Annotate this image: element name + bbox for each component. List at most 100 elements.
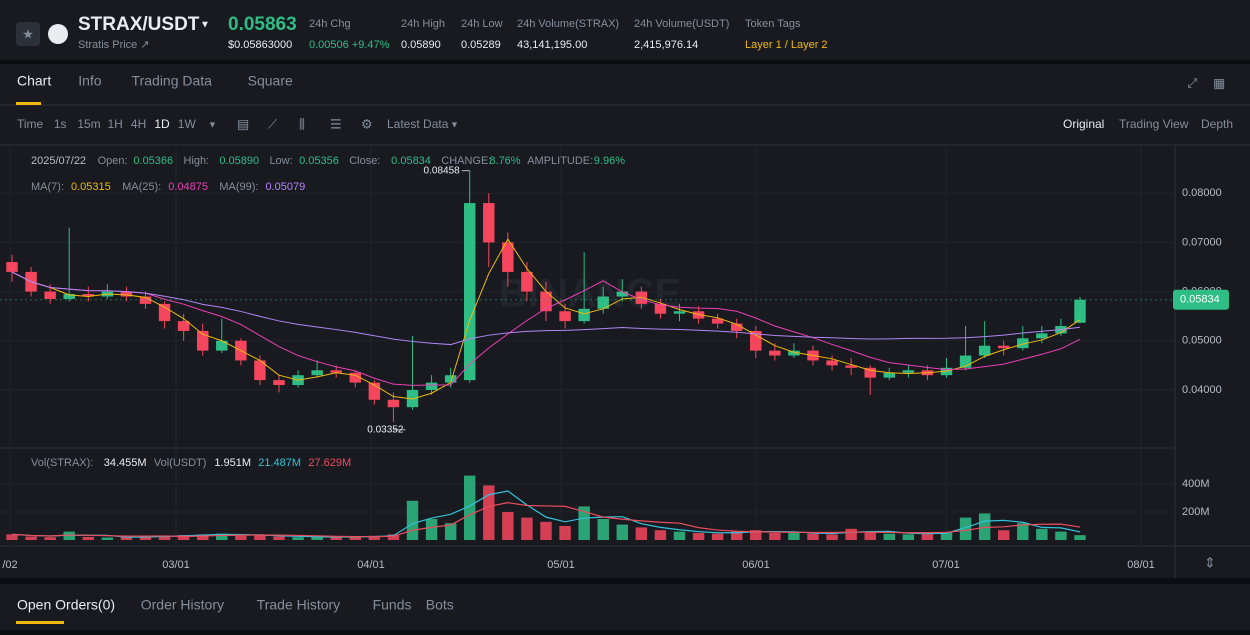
tab-underline (16, 621, 64, 624)
vol-value: 34.455M (104, 457, 147, 469)
x-tick-label: 04/01 (357, 559, 385, 571)
candle-body (788, 350, 800, 356)
volume-bar (578, 506, 590, 540)
order-tab[interactable]: Open Orders(0) (17, 597, 115, 613)
tool-icon[interactable]: ⚙ (361, 116, 373, 131)
candle-body (483, 203, 495, 243)
stat-value: 0.05289 (461, 39, 501, 51)
last-price-label: 0.05834 (1180, 294, 1220, 306)
candle-body (502, 242, 514, 272)
volume-bar (959, 517, 972, 540)
legend-value: 0.05834 (391, 155, 431, 167)
volume-bar (940, 532, 953, 540)
candle-body (578, 308, 590, 322)
dropdown-icon[interactable]: ▼ (200, 20, 210, 31)
view-tab[interactable]: Original (1063, 117, 1104, 131)
candle-body (864, 367, 876, 378)
order-tab[interactable]: Funds (373, 597, 412, 613)
legend-label: CHANGE: (441, 155, 491, 167)
stat-value: Layer 1 / Layer 2 (745, 39, 828, 51)
volume-ma-line (11, 502, 1081, 538)
legend-label: 2025/07/22 (31, 155, 86, 167)
stat-label: 24h Low (461, 18, 503, 30)
order-tab[interactable]: Bots (426, 597, 454, 613)
tab[interactable]: Square (248, 73, 293, 89)
interval[interactable]: 1s (54, 117, 67, 131)
volume-bar (196, 534, 209, 540)
volume-bar (44, 537, 56, 540)
volume-bar (902, 534, 915, 540)
volume-bar (387, 534, 400, 540)
volume-bar (597, 519, 609, 540)
interval[interactable]: 1W (178, 117, 197, 131)
volume-bar (673, 531, 686, 540)
interval[interactable]: 1D (154, 117, 170, 131)
volume-bar (368, 535, 381, 540)
volume-bar (273, 536, 285, 540)
legend-value: 8.76% (489, 155, 520, 167)
order-tab[interactable]: Trade History (257, 597, 341, 613)
tool-icon[interactable]: ⟋ (268, 116, 278, 131)
ma-label: MA(25): (122, 181, 161, 193)
latest-data[interactable]: Latest Data (387, 117, 449, 131)
last-price: 0.05863 (228, 14, 297, 35)
interval[interactable]: 1H (107, 117, 122, 131)
legend-label: High: (184, 155, 210, 167)
ma-line (11, 271, 1081, 346)
tool-icon[interactable]: ▤ (237, 116, 249, 131)
interval[interactable]: Time (17, 117, 44, 131)
volume-bar (769, 533, 781, 540)
y-tick-label: 0.08000 (1182, 187, 1222, 199)
subtitle[interactable]: Stratis Price ↗ (78, 39, 150, 51)
scale-icon[interactable]: ⇕ (1204, 555, 1216, 571)
volume-bar (921, 533, 934, 540)
legend-label: Low: (269, 155, 292, 167)
volume-bar (1055, 531, 1067, 540)
tab[interactable]: Info (78, 73, 102, 89)
vol-label: Vol(STRAX): (31, 457, 93, 469)
favorite-button[interactable] (16, 22, 40, 46)
candle-body (444, 375, 457, 383)
candle-body (177, 321, 190, 331)
volume-bar (1036, 528, 1048, 540)
x-tick-label: 05/01 (547, 559, 575, 571)
candle-body (673, 311, 686, 314)
x-tick-label: 03/01 (162, 559, 190, 571)
vol-value: 21.487M (258, 457, 301, 469)
legend-label: Open: (98, 155, 128, 167)
dropdown-icon[interactable]: ▼ (450, 119, 459, 129)
volume-bar (216, 533, 228, 540)
interval[interactable]: 15m (77, 117, 100, 131)
volume-bar (788, 532, 800, 540)
x-tick-label: 06/01 (742, 559, 770, 571)
volume-bar (616, 524, 629, 540)
tool-icon[interactable]: ⫼ (299, 116, 305, 131)
volume-bar (1074, 535, 1086, 540)
tool-icon[interactable]: ☰ (330, 116, 342, 131)
annotation: 0.08458 (424, 165, 461, 176)
candle-body (63, 294, 75, 299)
order-tab[interactable]: Order History (141, 597, 224, 613)
pair[interactable]: STRAX/USDT (78, 14, 200, 35)
layout-icon[interactable]: ▦ (1213, 75, 1225, 90)
candle-body (82, 294, 95, 297)
tab[interactable]: Chart (17, 73, 51, 89)
candle-body (158, 303, 171, 322)
legend-value: 0.05356 (299, 155, 339, 167)
ma-line (11, 271, 1081, 386)
tab[interactable]: Trading Data (132, 73, 213, 89)
interval[interactable]: 4H (131, 117, 146, 131)
view-tab[interactable]: Trading View (1119, 117, 1189, 131)
last-price-badge (1173, 289, 1229, 310)
ma-value: 0.05315 (71, 181, 111, 193)
candle-body (597, 296, 609, 309)
volume-bar (311, 536, 323, 540)
expand-icon[interactable]: ⤢ (1187, 75, 1197, 90)
volume-bar (349, 536, 362, 540)
dropdown-icon[interactable]: ▼ (208, 119, 217, 129)
candle-body (216, 340, 228, 351)
ma-line (11, 238, 1081, 400)
price-usd: $0.05863000 (228, 39, 292, 51)
view-tab[interactable]: Depth (1201, 117, 1233, 131)
